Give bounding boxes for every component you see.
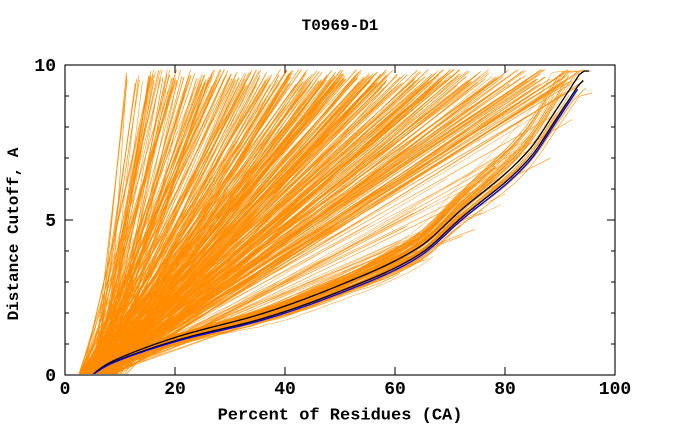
svg-text:0: 0 — [45, 367, 56, 387]
svg-text:20: 20 — [164, 380, 186, 400]
svg-text:60: 60 — [384, 380, 406, 400]
svg-text:10: 10 — [34, 57, 56, 77]
svg-text:100: 100 — [599, 380, 631, 400]
svg-text:0: 0 — [60, 380, 71, 400]
svg-text:80: 80 — [494, 380, 516, 400]
svg-text:5: 5 — [45, 212, 56, 232]
svg-text:40: 40 — [274, 380, 296, 400]
